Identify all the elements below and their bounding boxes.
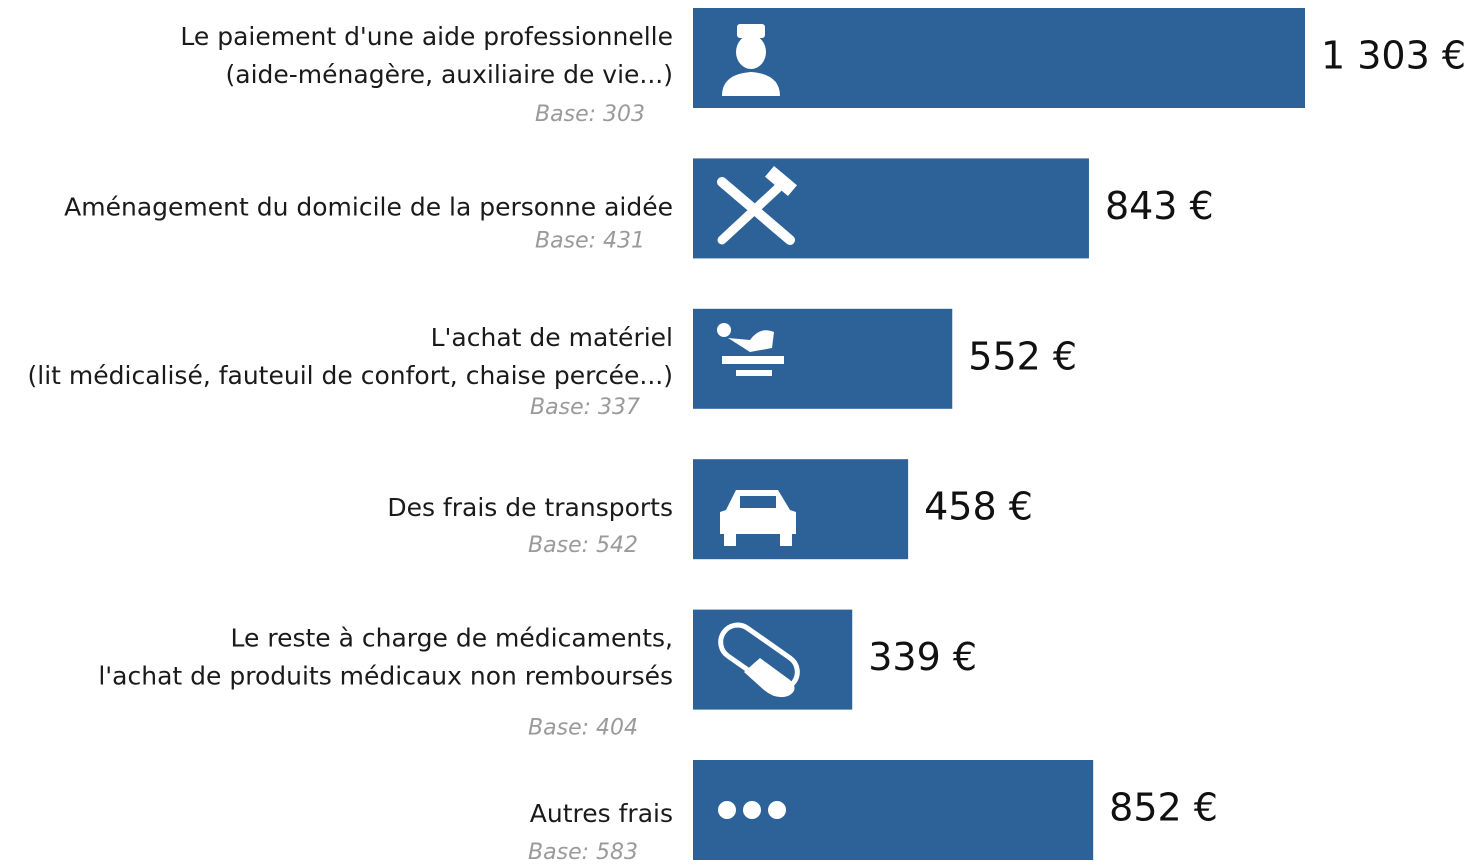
icon-part	[717, 323, 731, 337]
icon-part	[728, 330, 774, 352]
base-label: Base: 404	[528, 716, 638, 741]
category-label: l'achat de produits médicaux non rembour…	[98, 662, 673, 691]
value-label: 458 €	[924, 485, 1033, 529]
icon-part	[744, 658, 795, 698]
category-label: Le paiement d'une aide professionnelle	[180, 22, 673, 51]
value-label: 552 €	[968, 334, 1077, 378]
icon-part	[768, 801, 786, 819]
category-label: Des frais de transports	[387, 493, 673, 522]
category-label: (aide-ménagère, auxiliaire de vie...)	[226, 60, 673, 89]
base-label: Base: 431	[535, 228, 645, 253]
category-label: Autres frais	[530, 799, 673, 828]
value-label: 339 €	[868, 635, 977, 679]
icon	[718, 622, 800, 698]
base-label: Base: 583	[528, 840, 638, 865]
icon-part	[717, 183, 783, 245]
icon-part	[720, 490, 796, 534]
icon-part	[722, 72, 780, 96]
category-label: (lit médicalisé, fauteuil de confort, ch…	[28, 361, 673, 390]
value-label: 843 €	[1105, 184, 1214, 228]
icon-part	[780, 534, 792, 546]
icon-part	[724, 534, 736, 546]
icon-part	[736, 370, 772, 376]
icon-part	[740, 496, 776, 508]
icon	[718, 801, 786, 819]
icon	[720, 490, 796, 546]
bar	[693, 8, 1305, 108]
base-label: Base: 303	[535, 102, 645, 127]
icon-part	[765, 165, 797, 197]
icon-part	[736, 35, 766, 69]
icon	[722, 24, 780, 96]
category-label: L'achat de matériel	[431, 323, 673, 352]
icon-part	[743, 801, 761, 819]
category-label: Le reste à charge de médicaments,	[231, 624, 673, 653]
category-label: Aménagement du domicile de la personne a…	[64, 192, 673, 221]
icon-part	[737, 24, 765, 38]
base-label: Base: 542	[528, 533, 638, 558]
base-label: Base: 337	[530, 395, 640, 420]
value-label: 852 €	[1109, 786, 1218, 830]
icon	[717, 323, 784, 376]
icon-part	[718, 801, 736, 819]
icon	[717, 165, 797, 245]
value-label: 1 303 €	[1321, 34, 1466, 78]
icon-part	[722, 356, 784, 364]
